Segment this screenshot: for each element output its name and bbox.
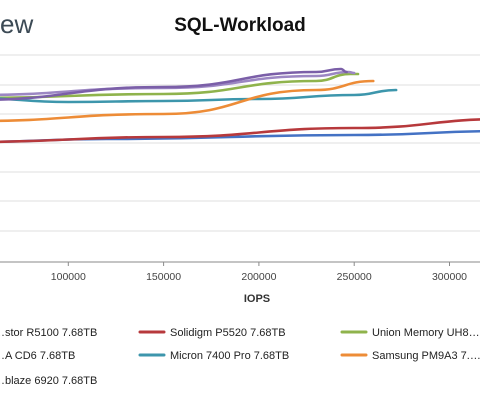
series-line [0, 70, 356, 97]
x-tick-label: 300000 [432, 271, 467, 283]
x-tick-label: 150000 [146, 271, 181, 283]
series-line [0, 72, 360, 100]
series-line [0, 79, 375, 123]
legend-label: …blaze 6920 7.68TB [0, 375, 97, 387]
x-axis: 100000 150000 200000 250000 300000 [51, 262, 467, 283]
chart-title: SQL-Workload [174, 15, 306, 36]
legend-label: Union Memory UH8… [372, 327, 480, 339]
legend-label: …A CD6 7.68TB [0, 350, 75, 362]
gridlines [0, 54, 480, 263]
series-group [0, 67, 480, 144]
legend-label: …stor R5100 7.68TB [0, 327, 97, 339]
legend: …stor R5100 7.68TB Solidigm P5520 7.68TB U… [0, 327, 480, 387]
brand-fragment: ew [0, 9, 33, 39]
x-tick-label: 100000 [51, 271, 86, 283]
legend-label: Micron 7400 Pro 7.68TB [170, 350, 289, 362]
series-line [0, 118, 480, 144]
x-tick-label: 250000 [337, 271, 372, 283]
series-line [0, 88, 398, 104]
x-axis-label: IOPS [244, 293, 270, 305]
x-tick-label: 200000 [241, 271, 276, 283]
legend-label: Solidigm P5520 7.68TB [170, 327, 286, 339]
legend-label: Samsung PM9A3 7.… [372, 350, 480, 362]
series-line [0, 67, 348, 101]
